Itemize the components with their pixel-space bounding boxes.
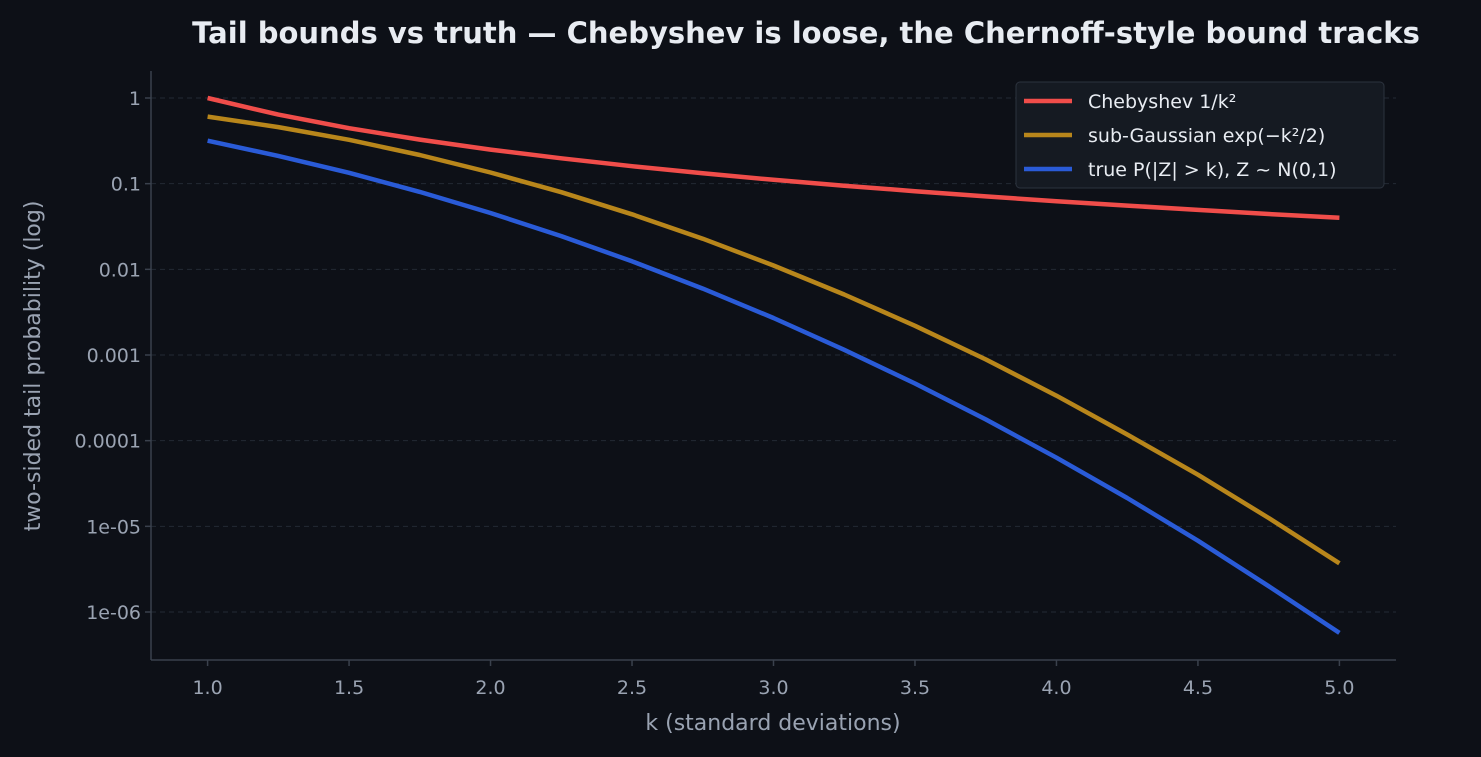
x-tick-label: 1.0 (192, 677, 222, 699)
x-tick-label: 3.0 (758, 677, 788, 699)
gridlines (151, 97, 1396, 613)
y-axis-label: two-sided tail probability (log) (21, 201, 46, 532)
y-tick-label: 1e-06 (86, 602, 141, 624)
y-tick-label: 0.0001 (75, 431, 141, 453)
chart-title: Tail bounds vs truth — Chebyshev is loos… (192, 16, 1420, 50)
series-line-1 (207, 95, 1340, 221)
x-tick-label: 5.0 (1324, 677, 1354, 699)
legend-label: sub-Gaussian exp(−k²/2) (1088, 125, 1325, 147)
x-tick-label: 1.5 (334, 677, 364, 699)
y-tick-label: 0.001 (87, 345, 141, 367)
y-tick-label: 1e-05 (86, 516, 141, 538)
legend-box (1015, 81, 1385, 189)
series-line-3 (207, 138, 1341, 635)
y-tick-label: 0.01 (99, 259, 141, 281)
x-tick-label: 4.0 (1041, 677, 1071, 699)
x-tick-label: 3.5 (900, 677, 930, 699)
series-lines (207, 95, 1341, 635)
legend: Chebyshev 1/k² sub-Gaussian exp(−k²/2) tru… (1015, 81, 1385, 189)
x-axis-label: k (standard deviations) (645, 711, 900, 736)
x-tick-label: 2.5 (617, 677, 647, 699)
y-tick-label: 1 (129, 88, 141, 110)
x-tick-label: 4.5 (1183, 677, 1213, 699)
legend-label: true P(|Z| > k), Z ~ N(0,1) (1088, 159, 1336, 181)
x-ticks: 1.0 1.5 2.0 2.5 3.0 3.5 4.0 4.5 5.0 (192, 660, 1355, 699)
y-ticks: 1 0.1 0.01 0.001 0.0001 1e-05 1e-06 (75, 88, 151, 624)
legend-label: Chebyshev 1/k² (1088, 91, 1236, 113)
series-line-2 (207, 114, 1341, 566)
y-tick-label: 0.1 (111, 174, 141, 196)
x-tick-label: 2.0 (475, 677, 505, 699)
